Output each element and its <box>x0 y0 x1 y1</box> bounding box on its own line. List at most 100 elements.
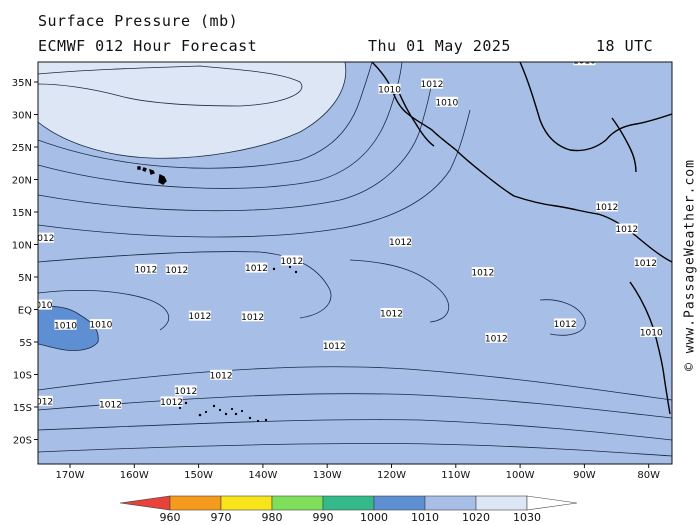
svg-text:1012: 1012 <box>380 310 403 320</box>
latitude-tick: 5N <box>18 273 38 284</box>
isobar-label: 1012 <box>634 257 657 269</box>
svg-text:1012: 1012 <box>245 264 268 274</box>
longitude-tick: 100W <box>506 464 535 481</box>
legend-swatch <box>220 495 273 511</box>
isobar-label: 1010 <box>435 96 459 108</box>
hawaii-island <box>158 173 167 185</box>
latitude-tick: 20S <box>13 436 38 447</box>
latitude-label: 5N <box>18 273 32 284</box>
forecast-date: Thu 01 May 2025 <box>368 37 511 55</box>
svg-text:1012: 1012 <box>174 387 197 397</box>
svg-text:1012: 1012 <box>210 371 233 381</box>
svg-text:1012: 1012 <box>615 225 638 235</box>
isobar-label: 1012 <box>554 318 577 330</box>
isobar-label: 1012 <box>210 369 233 381</box>
latitude-label: 35N <box>12 78 32 89</box>
latitude-tick: 35N <box>12 78 38 89</box>
latitude-label: 30N <box>12 111 32 122</box>
latitude-tick: EQ <box>18 306 38 317</box>
longitude-label: 110W <box>441 470 470 481</box>
latitude-label: 10S <box>13 371 32 382</box>
latitude-label: EQ <box>18 306 32 317</box>
svg-text:1010: 1010 <box>640 328 663 338</box>
svg-text:1012: 1012 <box>165 266 188 276</box>
longitude-tick: 150W <box>184 464 213 481</box>
legend-value-label: 980 <box>262 511 283 524</box>
longitude-tick: 80W <box>637 464 660 481</box>
isobar-label: 1010 <box>54 319 77 331</box>
longitude-label: 120W <box>377 470 406 481</box>
svg-text:1012: 1012 <box>188 312 211 322</box>
latitude-axis: 35N 30N 25N 20N 15N 10N 5N EQ 5S 10S 15S 20S <box>12 78 38 447</box>
latitude-label: 20N <box>12 176 32 187</box>
longitude-label: 150W <box>184 470 213 481</box>
isobar-label: 1012 <box>380 308 403 320</box>
isobar-label: 1010 <box>30 299 53 311</box>
latitude-label: 15N <box>12 208 32 219</box>
longitude-label: 100W <box>506 470 535 481</box>
svg-text:1012: 1012 <box>389 238 412 248</box>
svg-text:1010: 1010 <box>435 98 458 108</box>
isobar-label: 1012 <box>188 310 211 322</box>
longitude-tick: 140W <box>248 464 277 481</box>
legend-swatch <box>169 495 222 511</box>
isobar-label: 1012 <box>241 311 264 323</box>
latitude-tick: 10N <box>12 241 38 252</box>
latitude-label: 10N <box>12 241 32 252</box>
map-frame <box>37 61 673 465</box>
svg-text:1012: 1012 <box>634 259 657 269</box>
latitude-tick: 20N <box>12 176 38 187</box>
legend-value-label: 960 <box>160 511 181 524</box>
legend-value-label: 1020 <box>462 511 490 524</box>
isobar-label: 1012 <box>615 223 638 235</box>
pressure-color-legend: 960 970 980 990 1000 1010 1020 1030 <box>119 495 578 524</box>
longitude-tick: 120W <box>377 464 406 481</box>
legend-swatch <box>322 495 375 511</box>
south-america-coast <box>629 281 671 415</box>
latitude-label: 25N <box>12 143 32 154</box>
forecast-time: 18 UTC <box>596 37 654 55</box>
high-pressure-cell-inner <box>38 65 303 107</box>
legend-swatch <box>271 495 324 511</box>
legend-swatch <box>119 495 171 511</box>
svg-text:1012: 1012 <box>421 80 444 90</box>
svg-text:1010: 1010 <box>573 57 596 67</box>
longitude-tick: 130W <box>313 464 342 481</box>
legend-value-label: 1010 <box>411 511 439 524</box>
isobar-label: 1010 <box>89 319 113 331</box>
isobar-label: 1012 <box>174 385 197 397</box>
isobar-label: 1012 <box>134 263 157 275</box>
svg-text:1010: 1010 <box>54 321 77 331</box>
isobar-label: 1010 <box>378 83 401 95</box>
latitude-label: 5S <box>19 338 32 349</box>
isobar-label: 1012 <box>160 396 183 408</box>
isobar-label: 1012 <box>485 332 508 344</box>
longitude-tick: 170W <box>56 464 85 481</box>
isobar-label: 1012 <box>245 262 268 274</box>
north-america-coast <box>371 62 672 263</box>
isobar-label: 1012 <box>38 232 54 244</box>
hawaii-island <box>142 167 147 172</box>
longitude-label: 90W <box>573 470 596 481</box>
longitude-tick: 90W <box>573 464 596 481</box>
latitude-label: 20S <box>13 436 32 447</box>
isobar-label: 1012 <box>389 236 412 248</box>
map-title: Surface Pressure (mb) <box>38 12 239 30</box>
longitude-label: 130W <box>313 470 342 481</box>
svg-text:1012: 1012 <box>485 334 508 344</box>
svg-text:1012: 1012 <box>595 203 618 213</box>
svg-text:1012: 1012 <box>471 269 494 279</box>
legend-value-label: 970 <box>211 511 232 524</box>
gulf-coast <box>519 62 672 152</box>
high-pressure-cell <box>38 62 347 159</box>
longitude-label: 80W <box>637 470 660 481</box>
svg-text:1010: 1010 <box>378 85 401 95</box>
svg-text:1012: 1012 <box>99 401 122 411</box>
svg-text:1012: 1012 <box>30 397 53 407</box>
svg-text:1010: 1010 <box>30 301 53 311</box>
legend-swatch <box>424 495 477 511</box>
hawaii-island <box>149 168 155 175</box>
